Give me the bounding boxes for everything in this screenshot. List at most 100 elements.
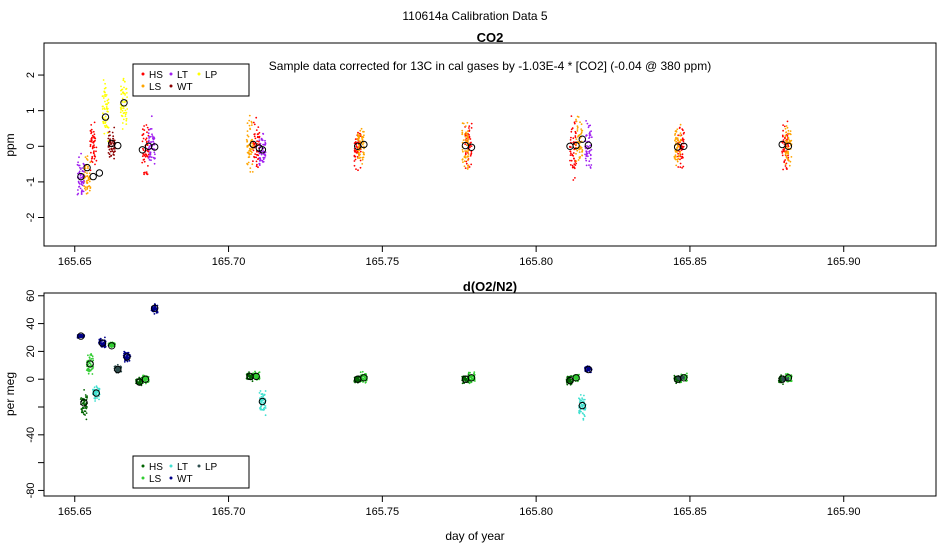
o2n2-point-wt [99, 338, 102, 341]
co2-point-ls [246, 163, 249, 166]
co2-point-ls [576, 130, 579, 132]
co2-point-ls [465, 139, 467, 142]
co2-point-ls [677, 139, 679, 142]
co2-point-ls [784, 127, 787, 130]
co2-point-hs [786, 120, 789, 123]
co2-point-hs [783, 161, 786, 164]
co2-point-ls [580, 146, 583, 149]
o2n2-point-hs [84, 394, 87, 396]
o2n2-point-wt [104, 336, 106, 339]
co2-point-hs [359, 150, 362, 153]
co2-point-ls [251, 171, 254, 173]
co2-point-hs [570, 136, 572, 139]
co2-point-ls [250, 120, 253, 123]
co2-point-hs [468, 125, 471, 127]
co2-point-hs [94, 139, 96, 142]
co2-point-ls [357, 157, 359, 160]
co2-point-ls [786, 126, 789, 129]
co2-point-hs [253, 135, 256, 138]
co2-point-ls [247, 144, 250, 147]
co2-point-hs [258, 136, 261, 139]
co2-point-hs [357, 169, 359, 172]
o2n2-point-hs [138, 376, 141, 379]
o2n2-mean-marker [123, 353, 131, 361]
o2n2-point-lt [264, 390, 267, 392]
co2-point-hs [572, 137, 575, 140]
co2-point-lp [104, 100, 106, 103]
co2-point-lt [585, 164, 588, 167]
co2-point-hs [141, 161, 144, 164]
co2-point-lt [80, 152, 82, 155]
co2-point-hs [257, 133, 260, 135]
co2-point-hs [464, 143, 467, 146]
co2-x-ticks: 165.65 165.70 165.75 165.80 165.85 165.90 [58, 246, 861, 268]
co2-point-lt [584, 153, 586, 156]
co2-point-ls [363, 134, 365, 137]
o2n2-point-ls [88, 356, 91, 359]
co2-point-ls [359, 129, 362, 132]
o2n2-point-ls [361, 377, 363, 380]
co2-point-ls [466, 164, 469, 167]
co2-mean-marker [83, 163, 91, 172]
co2-point-hs [784, 159, 787, 161]
co2-point-lt [258, 139, 261, 142]
co2-point-hs [682, 140, 685, 143]
co2-point-ls [86, 175, 89, 177]
co2-point-hs [782, 129, 784, 132]
co2-point-hs [782, 168, 784, 171]
o2n2-point-ls [361, 370, 364, 373]
co2-point-lp [120, 85, 122, 88]
co2-point-lt [78, 156, 80, 159]
o2n2-point-ls [474, 380, 476, 382]
legend-marker [141, 84, 145, 88]
o2n2-point-lt [583, 398, 586, 401]
co2-point-lt [147, 132, 150, 135]
co2-point-hs [784, 165, 787, 167]
co2-point-hs [465, 160, 468, 163]
o2n2-point-hs [249, 375, 252, 378]
co2-point-hs [465, 162, 468, 165]
co2-point-lp [125, 111, 128, 114]
co2-point-ls [675, 155, 677, 158]
co2-point-hs [782, 135, 784, 138]
co2-point-ls [467, 138, 470, 141]
co2-point-hs [574, 130, 577, 133]
co2-point-lt [264, 144, 266, 146]
co2-point-hs [93, 154, 96, 156]
co2-point-hs [470, 150, 473, 153]
co2-point-ls [358, 154, 360, 157]
co2-point-hs [470, 122, 473, 125]
o2n2-point-hs [676, 379, 679, 382]
co2-point-hs [354, 141, 357, 143]
o2n2-point-ls [680, 381, 683, 384]
co2-point-ls [787, 159, 790, 162]
co2-mean-marker [151, 143, 159, 151]
co2-point-hs [468, 145, 471, 148]
co2-point-hs [256, 154, 259, 156]
co2-point-lt [79, 166, 81, 169]
co2-point-lt [150, 159, 152, 162]
co2-point-ls [785, 125, 788, 127]
co2-point-ls [576, 149, 579, 152]
o2n2-point-ls [470, 381, 473, 384]
o2n2-point-lt [98, 398, 100, 401]
co2-mean-marker [77, 172, 85, 181]
co2-point-hs [677, 166, 680, 168]
co2-point-lt [258, 164, 261, 167]
co2-point-hs [256, 150, 258, 153]
o2n2-point-lt [94, 397, 97, 399]
co2-point-ls [679, 152, 681, 155]
o2n2-point-ls [258, 371, 261, 373]
o2n2-point-ls [91, 373, 94, 375]
co2-point-ls [248, 156, 251, 158]
co2-point-lt [149, 153, 152, 156]
co2-point-lp [121, 128, 124, 130]
co2-point-ls [578, 151, 581, 154]
co2-point-hs [782, 149, 785, 151]
co2-legend-box [132, 63, 250, 97]
co2-point-ls [83, 187, 86, 190]
co2-point-hs [90, 139, 93, 142]
co2-point-ls [87, 179, 89, 182]
co2-point-hs [142, 147, 144, 150]
co2-point-hs [255, 156, 258, 159]
